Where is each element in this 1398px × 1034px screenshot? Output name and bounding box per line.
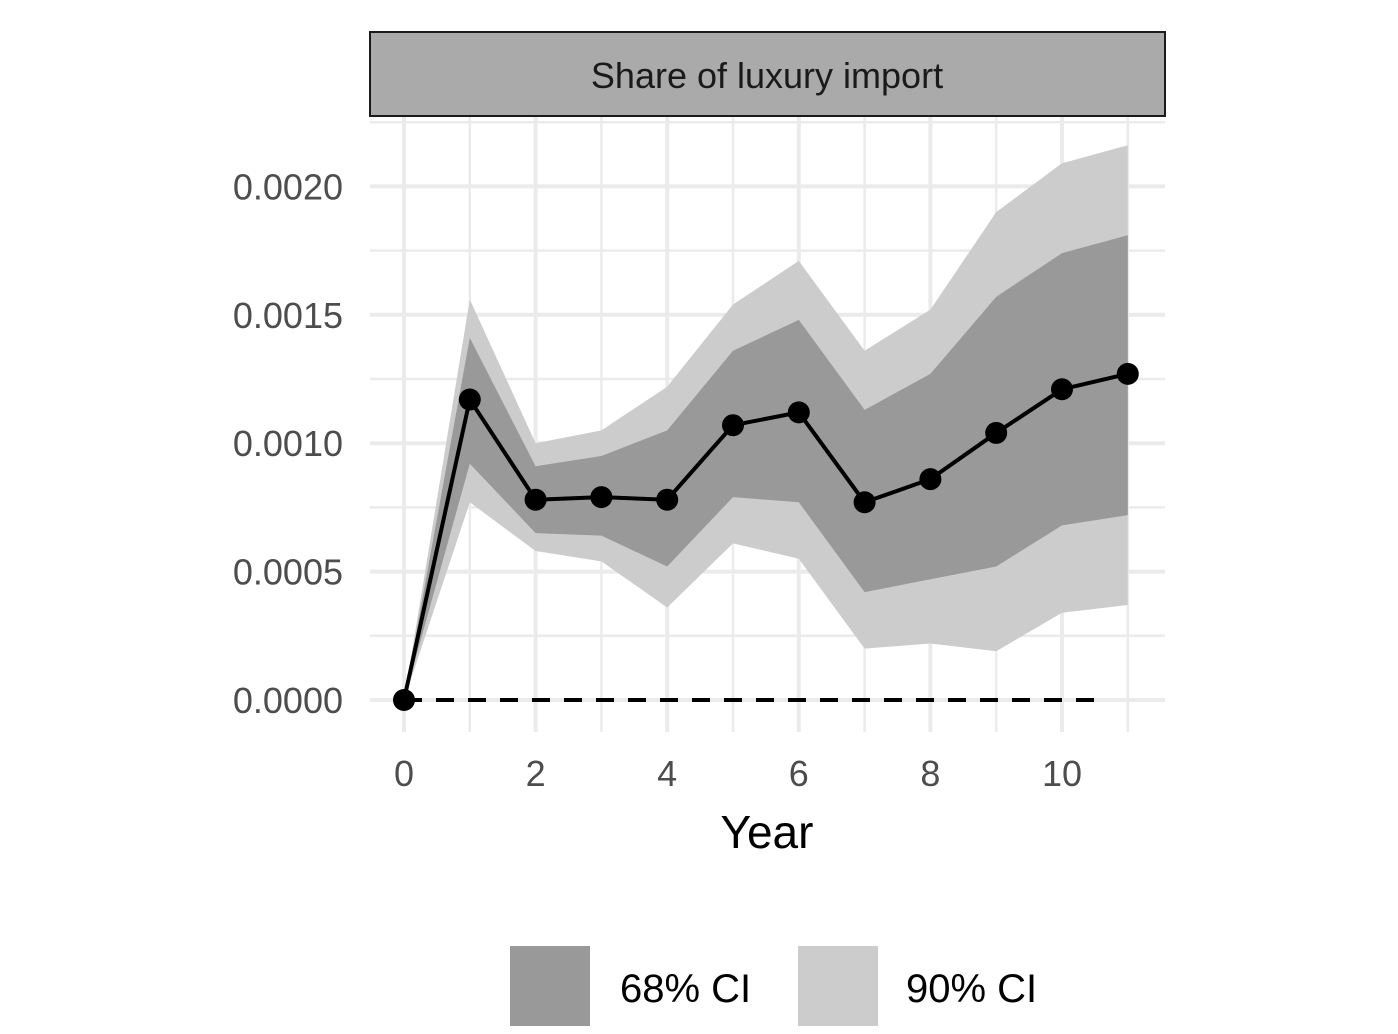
estimate-point	[1116, 362, 1139, 385]
x-tick-label: 4	[657, 753, 677, 794]
legend-swatch-68	[510, 946, 590, 1026]
legend-label-68: 68% CI	[620, 967, 751, 1011]
panel-title: Share of luxury import	[591, 55, 943, 96]
x-tick-label: 0	[394, 753, 414, 794]
estimate-point	[985, 421, 1008, 444]
y-tick-label: 0.0010	[233, 423, 343, 464]
estimate-point	[853, 491, 876, 514]
y-tick-label: 0.0000	[233, 680, 343, 721]
x-tick-label: 8	[920, 753, 940, 794]
estimate-line	[402, 371, 1129, 701]
panel-strip: Share of luxury import	[369, 31, 1166, 117]
y-axis: 0.0000 0.0005 0.0010 0.0015 0.0020	[233, 166, 343, 721]
y-tick-label: 0.0020	[233, 166, 343, 207]
panel-strip-box	[369, 31, 1166, 117]
x-axis-title: Year	[721, 806, 814, 858]
estimate-point	[590, 486, 613, 509]
estimate-point	[393, 689, 415, 711]
x-tick-label: 2	[526, 753, 546, 794]
estimate-point	[919, 468, 942, 491]
estimate-point	[656, 488, 679, 511]
ci-bands	[404, 145, 1128, 700]
estimate-series	[393, 362, 1139, 711]
y-tick-label: 0.0005	[233, 552, 343, 593]
estimate-point	[1051, 378, 1073, 401]
estimate-point	[458, 388, 481, 411]
estimate-point	[787, 401, 810, 424]
band-68-ci	[404, 235, 1128, 700]
x-tick-label: 6	[789, 753, 809, 794]
y-tick-label: 0.0015	[233, 295, 343, 336]
estimate-point	[722, 414, 744, 437]
legend-label-90: 90% CI	[906, 967, 1037, 1011]
estimate-point	[524, 488, 547, 511]
x-tick-label: 10	[1042, 753, 1082, 794]
x-axis: 0 2 4 6 8 10	[394, 753, 1082, 794]
legend: 68% CI 90% CI	[510, 946, 1037, 1026]
legend-swatch-90	[798, 946, 878, 1026]
